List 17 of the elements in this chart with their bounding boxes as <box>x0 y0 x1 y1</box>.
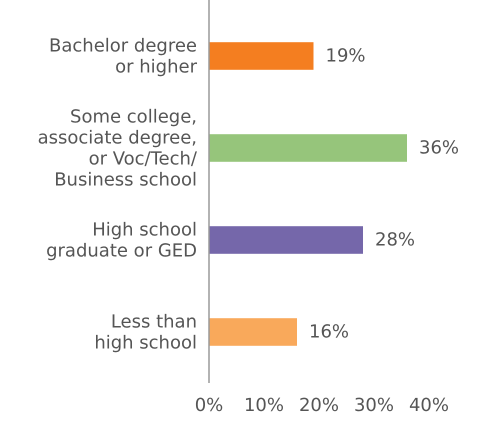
bar <box>209 318 297 346</box>
y-tick-label: High school graduate or GED <box>46 219 197 261</box>
x-tick-label: 0% <box>194 395 224 416</box>
y-tick-label: Less than high school <box>94 311 197 353</box>
bar <box>209 226 363 254</box>
x-tick-label: 40% <box>408 395 450 416</box>
bar <box>209 42 314 70</box>
data-label: 19% <box>326 46 366 66</box>
data-label: 28% <box>375 230 416 250</box>
data-label: 36% <box>419 138 460 158</box>
x-tick-label: 20% <box>298 395 340 416</box>
y-tick-label: Bachelor degree or higher <box>49 35 198 77</box>
x-tick-label: 10% <box>244 395 284 416</box>
y-tick-label: Some college, associate degree, or Voc/Tech/ Business school <box>38 106 198 190</box>
data-label: 16% <box>309 322 350 342</box>
x-tick-label: 30% <box>354 395 394 416</box>
bar <box>209 134 407 162</box>
